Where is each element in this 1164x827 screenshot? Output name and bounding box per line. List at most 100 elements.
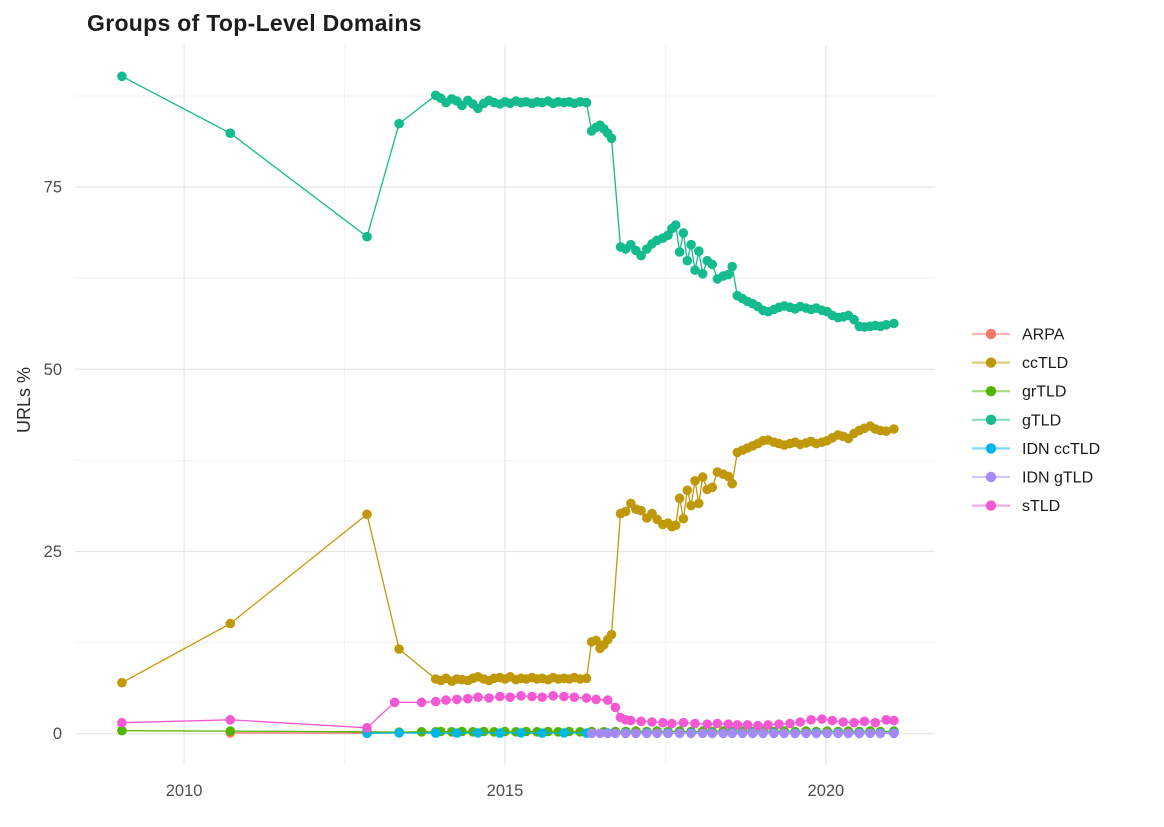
data-point	[718, 728, 728, 739]
data-point	[769, 728, 779, 739]
data-point	[527, 691, 537, 702]
data-point	[875, 728, 886, 739]
data-point	[670, 220, 681, 230]
series-arpa	[225, 728, 372, 738]
legend-key-point	[985, 386, 997, 397]
data-point	[817, 714, 827, 724]
legend-key-point	[985, 414, 997, 425]
data-point	[642, 728, 652, 739]
data-point	[742, 720, 753, 730]
legend-item-idn-gtld: IDN gTLD	[972, 470, 1093, 487]
legend-key-point	[985, 500, 997, 511]
data-point	[881, 426, 891, 437]
data-point	[686, 500, 696, 511]
data-point	[811, 728, 822, 739]
data-point	[889, 728, 899, 739]
data-point	[362, 509, 372, 520]
data-point	[707, 482, 718, 493]
data-point	[849, 717, 859, 728]
data-point	[225, 618, 236, 629]
data-point	[822, 728, 832, 739]
data-point	[516, 691, 526, 701]
legend-key-point	[985, 357, 997, 368]
data-point	[117, 725, 127, 736]
data-point	[758, 728, 768, 739]
data-point	[559, 728, 569, 738]
x-tick-label: 2010	[166, 782, 203, 800]
data-point	[737, 728, 748, 739]
data-point	[537, 728, 547, 738]
data-point	[790, 728, 800, 739]
data-point	[495, 728, 505, 738]
data-point	[694, 246, 704, 256]
data-point	[670, 520, 681, 530]
data-point	[225, 726, 236, 736]
legend: ARPA ccTLD grTLD gTLD IDN ccTLD IDN gTLD sTLD	[972, 327, 1100, 515]
data-point	[581, 693, 592, 703]
data-point	[859, 716, 870, 727]
data-point	[712, 718, 723, 729]
data-point	[559, 691, 569, 702]
data-point	[394, 728, 404, 738]
data-point	[838, 717, 848, 727]
data-point	[416, 697, 427, 708]
data-point	[569, 692, 580, 702]
data-point	[636, 250, 646, 261]
chart-title: Groups of Top-Level Domains	[87, 10, 422, 36]
data-point	[620, 506, 631, 517]
data-point	[225, 715, 236, 725]
data-point	[636, 505, 646, 516]
data-point	[225, 128, 236, 138]
data-point	[707, 259, 718, 270]
data-point	[785, 718, 795, 729]
data-point	[889, 715, 899, 726]
data-point	[537, 692, 547, 702]
data-point	[591, 635, 601, 646]
data-point	[843, 728, 854, 739]
legend-label: IDN gTLD	[1022, 470, 1093, 487]
data-point	[674, 247, 685, 257]
data-point	[631, 728, 641, 739]
data-point	[723, 719, 734, 729]
data-point	[652, 728, 662, 739]
data-point	[581, 673, 592, 684]
data-point	[682, 255, 693, 266]
series-line	[121, 425, 895, 684]
data-point	[727, 728, 737, 739]
data-point	[727, 478, 737, 489]
y-tick-label: 50	[44, 361, 62, 379]
series-points	[586, 728, 899, 739]
data-point	[678, 228, 689, 238]
data-point	[690, 476, 700, 486]
legend-label: ARPA	[1022, 327, 1065, 344]
data-point	[827, 715, 838, 726]
data-point	[674, 728, 685, 739]
data-point	[763, 720, 773, 730]
legend-item-stld: sTLD	[972, 498, 1060, 515]
legend-label: ccTLD	[1022, 355, 1068, 372]
x-tick-label: 2015	[487, 782, 524, 800]
series-idn-gtld	[586, 728, 899, 739]
data-point	[117, 677, 127, 688]
data-point	[473, 692, 483, 702]
legend-item-cctld: ccTLD	[972, 355, 1068, 372]
data-point	[686, 728, 696, 739]
data-point	[697, 269, 708, 279]
data-point	[416, 727, 427, 737]
data-point	[849, 314, 859, 325]
data-point	[723, 269, 734, 280]
data-point	[678, 717, 689, 728]
data-point	[678, 513, 689, 524]
data-series-layer	[117, 71, 899, 739]
legend-item-arpa: ARPA	[972, 327, 1065, 344]
data-point	[774, 719, 784, 729]
data-point	[806, 715, 816, 725]
data-point	[870, 717, 881, 728]
legend-label: IDN ccTLD	[1022, 441, 1100, 458]
data-point	[697, 728, 708, 739]
data-point	[602, 728, 613, 739]
data-point	[686, 239, 696, 250]
data-point	[833, 728, 843, 739]
legend-label: gTLD	[1022, 412, 1061, 429]
